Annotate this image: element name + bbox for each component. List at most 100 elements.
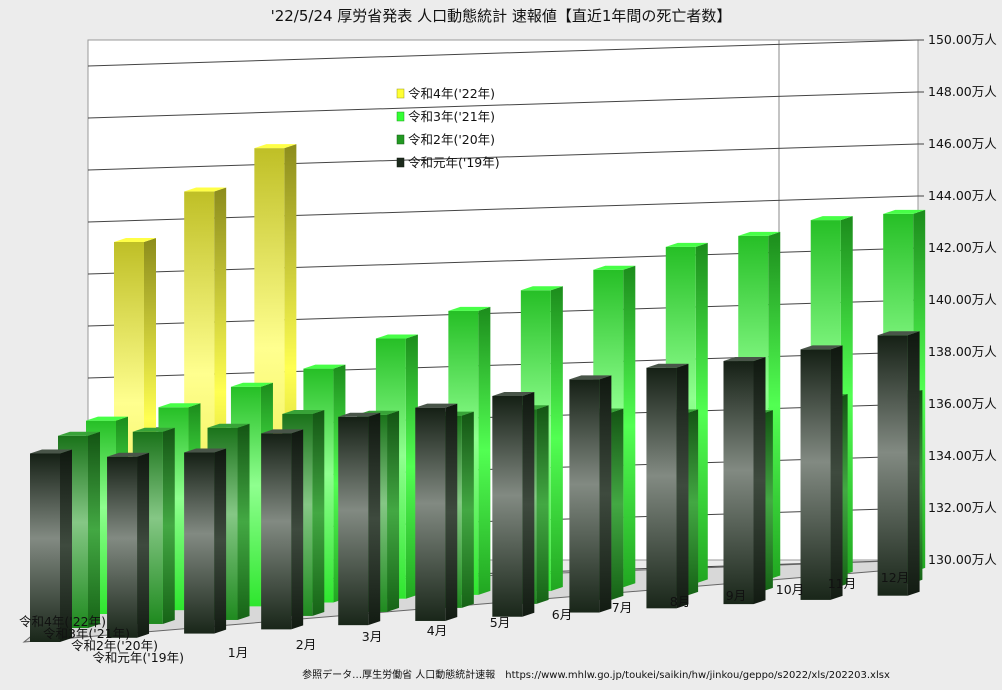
bar-side <box>478 306 491 595</box>
x-category-label: 11月 <box>828 576 856 591</box>
y-tick-label: 134.00万人 <box>928 448 997 463</box>
bar-side <box>907 331 920 596</box>
bar-top <box>254 144 297 149</box>
bar-front <box>107 456 138 638</box>
series-axis-label: 令和元年('19年) <box>92 650 184 665</box>
legend-label: 令和元年('19年) <box>408 155 500 170</box>
bar-side <box>830 345 843 600</box>
x-category-label: 10月 <box>776 582 804 597</box>
legend-label: 令和2年('20年) <box>408 132 495 147</box>
x-category-label: 2月 <box>296 637 316 652</box>
y-tick-label: 130.00万人 <box>928 552 997 567</box>
bar-side <box>676 363 689 609</box>
x-category-label: 7月 <box>612 600 632 615</box>
bars <box>30 144 926 642</box>
y-tick-label: 144.00万人 <box>928 188 997 203</box>
legend-swatch <box>396 157 405 168</box>
chart-title: '22/5/24 厚労省発表 人口動態統計 速報値【直近1年間の死亡者数】 <box>271 7 732 25</box>
bar-side <box>60 449 72 642</box>
bar-top <box>282 409 325 414</box>
bar-top <box>184 187 227 192</box>
bar-top <box>230 382 273 387</box>
bar-side <box>550 286 563 592</box>
series-axis-label: 令和2年('20年) <box>71 638 158 653</box>
bar-side <box>686 409 699 596</box>
bar-side <box>522 391 535 617</box>
bar-top <box>738 231 781 236</box>
gridline <box>87 91 919 119</box>
bar-side <box>137 452 150 638</box>
series-axis-label: 令和4年('22年) <box>19 614 106 629</box>
bar-side <box>312 409 325 616</box>
y-tick-label: 150.00万人 <box>928 32 997 47</box>
x-category-label: 12月 <box>881 570 909 585</box>
bar-top <box>107 452 150 457</box>
bar-side <box>368 412 381 626</box>
bar-side <box>536 405 549 604</box>
x-category-label: 1月 <box>228 645 248 660</box>
bar-top <box>810 216 853 221</box>
bar <box>107 452 150 638</box>
y-tick-label: 138.00万人 <box>928 344 997 359</box>
bar-side <box>753 357 766 605</box>
legend-label: 令和4年('22年) <box>408 86 495 101</box>
bar-side <box>387 410 400 612</box>
bar-top <box>303 364 346 369</box>
bar-side <box>599 375 612 613</box>
x-category-label: 9月 <box>726 588 746 603</box>
gridline <box>87 195 919 223</box>
bar-front <box>646 367 677 609</box>
bar-front <box>569 379 600 613</box>
bar-side <box>445 403 458 621</box>
legend-label: 令和3年('21年) <box>408 109 495 124</box>
bar-side <box>623 265 636 588</box>
bar-front <box>800 349 831 600</box>
bar-side <box>214 448 227 634</box>
bar <box>415 403 458 621</box>
bar-front <box>338 416 369 626</box>
bar <box>800 345 843 600</box>
gridline <box>87 143 919 171</box>
bar <box>492 391 535 617</box>
y-tick-label: 136.00万人 <box>928 396 997 411</box>
bar-side <box>237 423 250 620</box>
bar-top <box>86 416 128 421</box>
bar-top <box>877 331 920 336</box>
bar <box>338 412 381 626</box>
legend-swatch <box>396 88 405 99</box>
bar-front <box>184 452 215 634</box>
bar-top <box>593 265 636 270</box>
bar-top <box>207 423 250 428</box>
bar-front <box>415 407 446 621</box>
bar-top <box>132 427 175 432</box>
bar <box>877 331 920 596</box>
bar-side <box>695 242 708 584</box>
bar-front <box>30 453 60 642</box>
bar-top <box>492 391 535 396</box>
y-tick-label: 142.00万人 <box>928 240 997 255</box>
x-category-label: 8月 <box>670 594 690 609</box>
bar-top <box>646 363 689 368</box>
bar-front <box>877 335 908 596</box>
x-axis-category-labels: 1月 2月 3月 4月 5月 6月 7月 8月 9月 10月 11月 12月 <box>228 570 909 660</box>
bar-side <box>291 429 304 630</box>
legend: 令和4年('22年) 令和3年('21年) 令和2年('20年) 令和元年('19年) <box>396 86 500 170</box>
y-tick-label: 140.00万人 <box>928 292 997 307</box>
bar-top <box>665 242 708 247</box>
y-tick-label: 132.00万人 <box>928 500 997 515</box>
bar-top <box>569 375 612 380</box>
bar-top <box>184 448 227 453</box>
bar-top <box>375 334 418 339</box>
x-category-label: 5月 <box>490 615 510 630</box>
bar <box>646 363 689 609</box>
x-category-label: 6月 <box>552 607 572 622</box>
series-axis-labels: 令和4年('22年)令和3年('21年)令和2年('20年)令和元年('19年) <box>19 614 184 665</box>
legend-swatch <box>396 134 405 145</box>
bar-front <box>261 433 292 630</box>
bar-top <box>800 345 843 350</box>
bar <box>30 449 72 642</box>
bar-side <box>88 431 100 628</box>
gridline <box>87 39 919 67</box>
bar-top <box>338 412 381 417</box>
